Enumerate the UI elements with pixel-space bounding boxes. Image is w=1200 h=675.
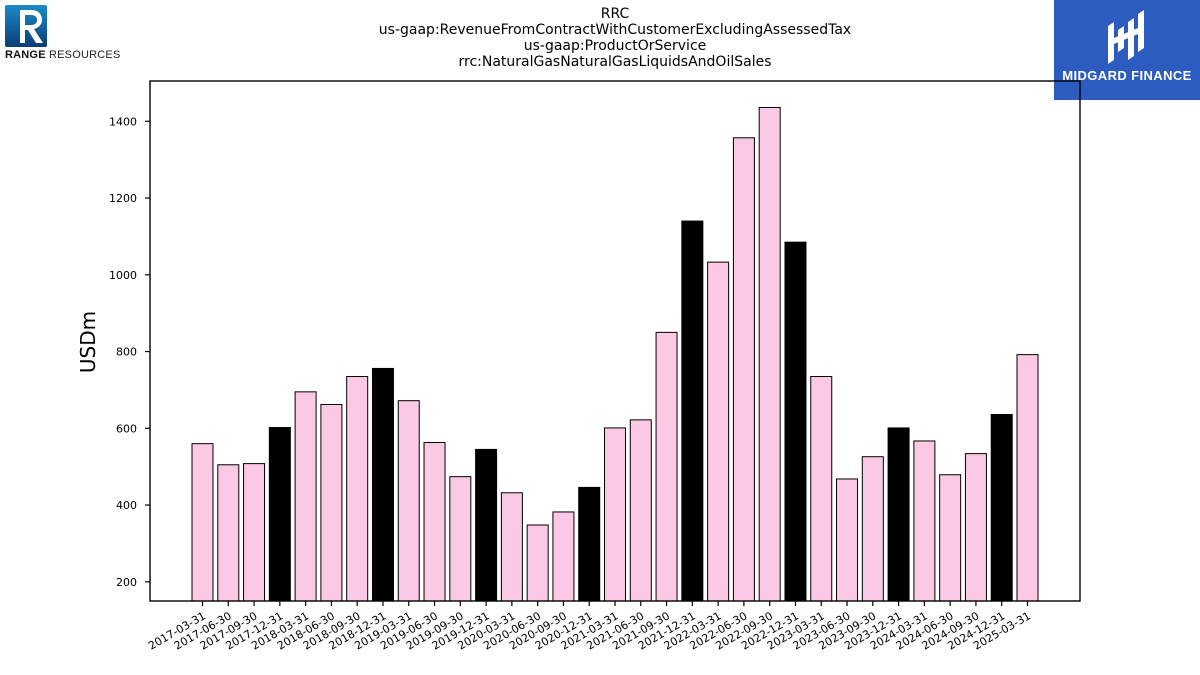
bar-2021-09-30 — [655, 331, 678, 602]
bar-2021-06-30 — [629, 419, 652, 602]
y-tick-label-1200: 1200 — [109, 192, 137, 205]
title-line-3: us-gaap:ProductOrService — [523, 38, 707, 54]
bar-2024-06-30 — [939, 474, 962, 602]
bar-2021-03-31 — [604, 427, 626, 602]
midgard-logo-icon — [1108, 10, 1144, 64]
bar-2022-12-31 — [784, 241, 807, 602]
y-tick-label-600: 600 — [116, 422, 137, 435]
midgard-finance-logo: MIDGARD FINANCE — [1054, 0, 1200, 100]
bar-2021-12-31 — [681, 220, 704, 602]
bar-2022-03-31 — [707, 261, 730, 602]
bar-2017-06-30 — [217, 464, 240, 602]
bar-2020-03-31 — [500, 492, 523, 602]
bar-2017-09-30 — [243, 463, 266, 602]
title-line-4: rrc:NaturalGasNaturalGasLiquidsAndOilSal… — [458, 54, 772, 70]
midgard-logo-text: MIDGARD FINANCE — [1062, 68, 1192, 83]
bar-2019-09-30 — [449, 476, 472, 602]
range-logo-bold: RANGE — [5, 49, 46, 61]
title-line-1: RRC — [600, 6, 630, 22]
bar-2018-12-31 — [371, 367, 394, 602]
bar-2023-06-30 — [836, 478, 859, 602]
bar-2022-06-30 — [732, 137, 755, 602]
bar-2018-09-30 — [346, 375, 369, 602]
bar-2017-12-31 — [268, 427, 291, 602]
title-line-2: us-gaap:RevenueFromContractWithCustomerE… — [378, 22, 852, 38]
bar-2017-03-31 — [191, 443, 214, 602]
y-axis-label: USDm — [76, 311, 100, 373]
bar-2018-03-31 — [294, 391, 317, 602]
bar-2019-03-31 — [397, 400, 420, 602]
bar-2024-12-31 — [990, 413, 1013, 602]
bar-2020-12-31 — [578, 486, 601, 602]
bar-2024-03-31 — [913, 440, 936, 602]
range-resources-logo-mark — [5, 5, 47, 47]
bar-2020-06-30 — [526, 524, 549, 602]
y-tick-label-1400: 1400 — [109, 115, 137, 128]
bar-2025-03-31 — [1016, 354, 1039, 602]
bar-2022-09-30 — [758, 106, 781, 602]
bar-2019-12-31 — [475, 448, 498, 602]
y-tick-label-400: 400 — [116, 499, 137, 512]
y-tick-label-200: 200 — [116, 576, 137, 589]
chart-title: RRC us-gaap:RevenueFromContractWithCusto… — [300, 6, 930, 70]
bar-2018-06-30 — [320, 404, 343, 602]
range-logo-rest: RESOURCES — [49, 49, 121, 61]
bar-2023-12-31 — [887, 427, 910, 602]
y-tick-label-1000: 1000 — [109, 269, 137, 282]
bar-2023-09-30 — [861, 456, 884, 602]
range-resources-logo: RANGE RESOURCES — [5, 5, 120, 61]
y-tick-label-800: 800 — [116, 346, 137, 359]
bar-2024-09-30 — [964, 453, 987, 602]
bar-2023-03-31 — [810, 375, 833, 602]
bar-2019-06-30 — [423, 442, 446, 602]
bar-2020-09-30 — [552, 511, 575, 602]
